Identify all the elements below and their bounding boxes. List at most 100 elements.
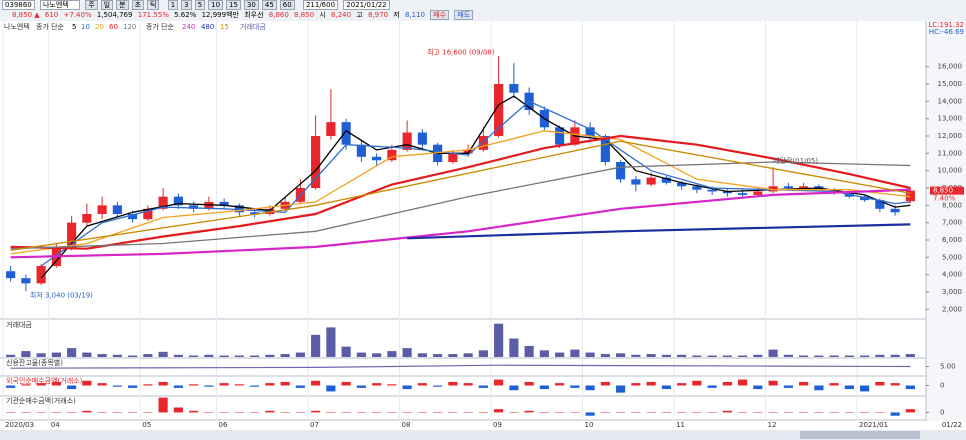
bar: [326, 412, 336, 413]
candle-body: [36, 266, 46, 284]
candle-body: [143, 208, 153, 220]
bar: [97, 354, 107, 357]
candle-body: [387, 149, 397, 161]
candle-body: [21, 278, 31, 284]
stock-name[interactable]: 나노엔텍: [39, 0, 80, 10]
sell-button[interactable]: 매도: [454, 10, 474, 20]
candle-body: [189, 205, 199, 209]
bar: [433, 354, 443, 357]
bar: [570, 412, 580, 413]
period-button[interactable]: 분: [116, 0, 129, 10]
bar: [875, 381, 885, 386]
interval-button[interactable]: 30: [243, 0, 259, 10]
candle-body: [768, 186, 778, 192]
bar: [692, 412, 702, 413]
bar: [677, 412, 687, 413]
candle-body: [67, 222, 77, 249]
legend-entry: 60: [109, 23, 118, 31]
period-button[interactable]: 초: [131, 0, 145, 10]
legend-entry: 240: [182, 23, 195, 31]
bar: [67, 348, 77, 357]
bar: [6, 354, 16, 357]
lc-label: LC:191.32: [928, 21, 964, 29]
candle-body: [661, 177, 671, 183]
count[interactable]: 211/600: [302, 0, 339, 10]
bar: [494, 323, 504, 357]
bar: [128, 355, 138, 357]
candle-body: [463, 149, 473, 154]
period-button[interactable]: 일: [100, 0, 114, 10]
panel-title: 외국인순매수금액(거래소): [6, 376, 83, 385]
bar: [448, 381, 458, 386]
bar: [158, 397, 168, 413]
bar: [875, 354, 885, 357]
buy-button[interactable]: 매수: [430, 10, 450, 20]
bar: [280, 412, 290, 413]
bar: [799, 355, 809, 357]
bar: [402, 348, 412, 357]
bar: [67, 412, 77, 413]
bar: [555, 383, 565, 386]
x-tick-label: 06: [219, 421, 228, 429]
scrollbar[interactable]: [0, 430, 966, 440]
interval-button[interactable]: 1: [167, 0, 179, 10]
bar: [21, 351, 31, 357]
code-input[interactable]: 039860: [2, 0, 35, 10]
y-tick-label: 2,000: [942, 305, 962, 313]
change: 610: [44, 11, 59, 19]
candle-body: [219, 201, 229, 206]
bar: [494, 409, 504, 413]
bar: [616, 353, 626, 357]
bar: [36, 412, 46, 413]
candle-body: [875, 200, 885, 209]
bar: [250, 412, 260, 413]
bar: [768, 349, 778, 357]
interval-button[interactable]: 5: [194, 0, 206, 10]
candle-body: [707, 189, 717, 192]
candle-body: [6, 271, 16, 279]
bar: [387, 412, 397, 413]
interval-button[interactable]: 45: [261, 0, 277, 10]
bid: 8,850: [294, 11, 315, 19]
period-button[interactable]: 틱: [147, 0, 160, 10]
bar: [158, 351, 168, 357]
interval-button[interactable]: 3: [181, 0, 192, 10]
legend-entry: 5: [72, 23, 76, 31]
bar: [173, 354, 183, 357]
y-tick-label: 8,000: [942, 201, 962, 209]
candle-body: [356, 144, 366, 157]
interval-button[interactable]: 15: [226, 0, 241, 10]
date[interactable]: 2021/01/22: [343, 0, 390, 10]
bar: [860, 385, 870, 392]
bar: [97, 412, 107, 413]
x-end-label: 01/22: [942, 421, 962, 429]
last-price: 8,850: [933, 187, 953, 195]
candle-body: [82, 214, 92, 223]
y-tick-label: 7,000: [942, 219, 962, 227]
bar: [722, 410, 732, 413]
x-tick-label: 04: [51, 421, 60, 429]
panel-title: 신용잔고율(종목별): [6, 358, 63, 367]
x-tick-label: 07: [310, 421, 319, 429]
bar: [82, 352, 92, 357]
period-button[interactable]: 주: [85, 0, 98, 10]
bar: [860, 412, 870, 413]
bar: [539, 385, 549, 390]
bar: [844, 412, 854, 413]
interval-button[interactable]: 60: [279, 0, 295, 10]
last-price-box: [930, 186, 964, 195]
y-tick-label: 0: [940, 408, 944, 416]
bar: [478, 412, 488, 413]
bar: [356, 385, 366, 388]
bar: [21, 384, 31, 386]
scroll-thumb[interactable]: [800, 431, 920, 439]
bar: [112, 385, 122, 387]
candle-body: [799, 186, 809, 188]
turnover: 5.62%: [174, 11, 197, 19]
interval-button[interactable]: 10: [208, 0, 224, 10]
bar: [51, 381, 61, 386]
bar: [326, 385, 336, 392]
y-tick-label: 5,000: [942, 253, 962, 261]
